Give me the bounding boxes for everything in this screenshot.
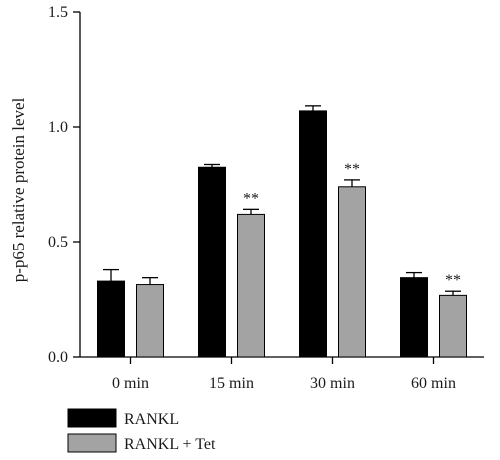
bar (439, 294, 467, 358)
y-tick-label: 0.5 (48, 234, 68, 251)
y-tick-label: 0.0 (48, 349, 68, 366)
x-tick-label: 30 min (310, 375, 355, 392)
bars: ** ** ** (97, 105, 467, 358)
significance-marker: ** (344, 161, 360, 178)
y-axis-label: p-p65 relative protein level (9, 97, 28, 282)
legend-swatch (67, 408, 117, 428)
legend-label: RANKL + Tet (124, 436, 216, 453)
bar (198, 166, 226, 358)
x-tick-label: 60 min (411, 375, 456, 392)
bar (400, 277, 428, 358)
significance-marker: ** (243, 190, 259, 207)
legend: RANKL RANKL + Tet (67, 408, 216, 453)
bar (136, 284, 164, 358)
y-tick-label: 1.0 (48, 119, 68, 136)
x-tick-label: 0 min (112, 375, 149, 392)
legend-swatch (67, 433, 117, 453)
x-tick-label: 15 min (209, 375, 254, 392)
bar (237, 213, 265, 358)
significance-marker: ** (445, 272, 461, 289)
bar (338, 186, 366, 358)
bar (299, 110, 327, 358)
bar (97, 280, 125, 358)
y-tick-label: 1.5 (48, 4, 68, 21)
legend-label: RANKL (124, 411, 179, 428)
axes: 0.0 0.5 1.0 1.5 0 min 15 min 30 min 60 min (48, 4, 484, 392)
